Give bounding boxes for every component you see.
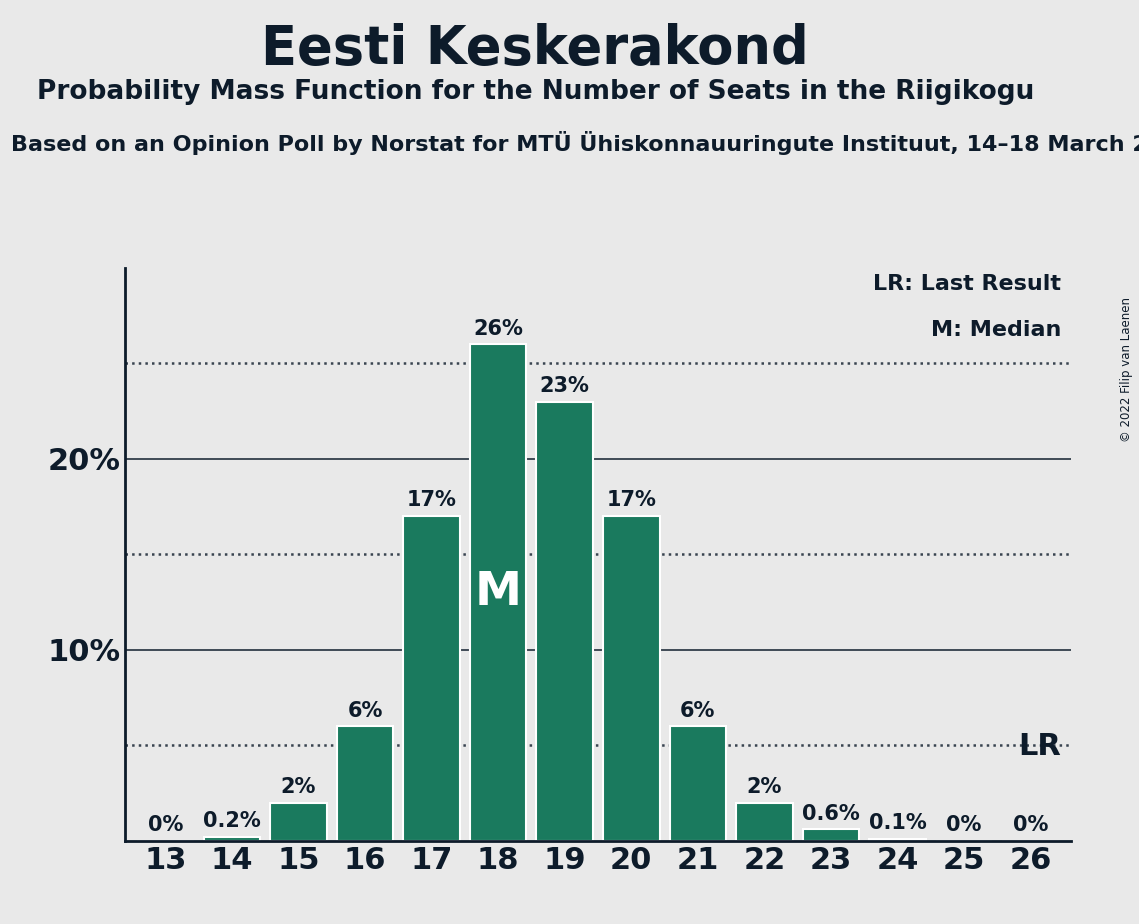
Bar (869, 839, 926, 841)
Text: © 2022 Filip van Laenen: © 2022 Filip van Laenen (1121, 298, 1133, 442)
Text: 17%: 17% (606, 491, 656, 510)
Text: LR: Last Result: LR: Last Result (874, 274, 1062, 294)
Text: Probability Mass Function for the Number of Seats in the Riigikogu: Probability Mass Function for the Number… (36, 79, 1034, 104)
Bar (337, 726, 393, 841)
Text: LR: LR (1018, 732, 1062, 760)
Text: 17%: 17% (407, 491, 457, 510)
Text: 0%: 0% (1013, 815, 1048, 835)
Bar (403, 517, 460, 841)
Text: Based on an Opinion Poll by Norstat for MTÜ Ühiskonnauuringute Instituut, 14–18 : Based on an Opinion Poll by Norstat for … (11, 131, 1139, 155)
Bar (736, 803, 793, 841)
Text: 26%: 26% (473, 319, 523, 338)
Bar (536, 402, 593, 841)
Text: 6%: 6% (680, 700, 715, 721)
Text: 0.6%: 0.6% (802, 804, 860, 823)
Bar (469, 345, 526, 841)
Text: M: Median: M: Median (931, 320, 1062, 339)
Text: 0.2%: 0.2% (203, 811, 261, 832)
Bar (204, 837, 260, 841)
Text: 2%: 2% (280, 777, 317, 796)
Text: Eesti Keskerakond: Eesti Keskerakond (262, 23, 809, 75)
Bar (803, 830, 859, 841)
Text: 0.1%: 0.1% (869, 813, 926, 833)
Text: M: M (475, 570, 522, 615)
Bar (270, 803, 327, 841)
Text: 6%: 6% (347, 700, 383, 721)
Bar (670, 726, 727, 841)
Text: 0%: 0% (148, 815, 183, 835)
Bar (603, 517, 659, 841)
Text: 0%: 0% (947, 815, 982, 835)
Text: 23%: 23% (540, 376, 590, 395)
Text: 2%: 2% (747, 777, 782, 796)
